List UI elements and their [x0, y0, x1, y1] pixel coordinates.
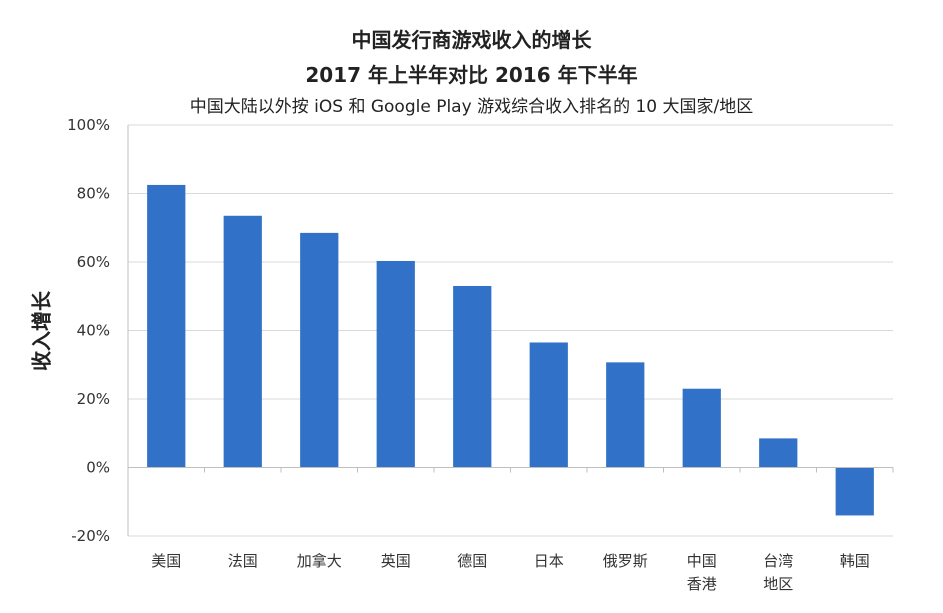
bar: [453, 285, 492, 468]
bar: [682, 388, 721, 468]
y-tick-label: 20%: [77, 390, 110, 408]
x-category-label: 韩国: [840, 552, 870, 570]
x-category-label: 香港: [687, 575, 717, 593]
bar: [300, 232, 339, 468]
y-axis-ticks: 100% 80% 60% 40% 20% 0% -20%: [67, 116, 110, 545]
bar: [606, 362, 645, 468]
chart-title: 中国发行商游戏收入的增长: [351, 28, 592, 52]
x-category-label: 台湾: [763, 552, 793, 570]
x-category-label: 中国: [687, 552, 717, 570]
x-category-label: 日本: [534, 552, 564, 570]
y-tick-label: 0%: [86, 459, 110, 477]
bar: [835, 467, 874, 516]
x-axis: [127, 125, 894, 536]
bar: [223, 215, 262, 468]
x-category-label: 加拿大: [297, 552, 342, 570]
y-tick-label: 60%: [77, 253, 110, 271]
y-tick-label: 80%: [77, 185, 110, 203]
x-category-label: 地区: [763, 575, 793, 593]
x-category-label: 俄罗斯: [603, 552, 648, 570]
x-category-label: 法国: [228, 552, 258, 570]
x-category-label: 美国: [151, 552, 181, 570]
bars: [147, 184, 874, 516]
y-tick-label: 100%: [67, 116, 110, 134]
chart-subtitle: 中国大陆以外按 iOS 和 Google Play 游戏综合收入排名的 10 大…: [189, 97, 754, 117]
y-tick-label: 40%: [77, 322, 110, 340]
bar: [759, 438, 798, 468]
chart-title-line2: 2017 年上半年对比 2016 年下半年: [305, 63, 638, 87]
y-tick-label: -20%: [71, 527, 110, 545]
bar: [529, 342, 568, 468]
x-category-label: 德国: [457, 552, 487, 570]
bar: [376, 260, 415, 468]
x-category-label: 英国: [381, 552, 411, 570]
bar: [147, 184, 186, 468]
